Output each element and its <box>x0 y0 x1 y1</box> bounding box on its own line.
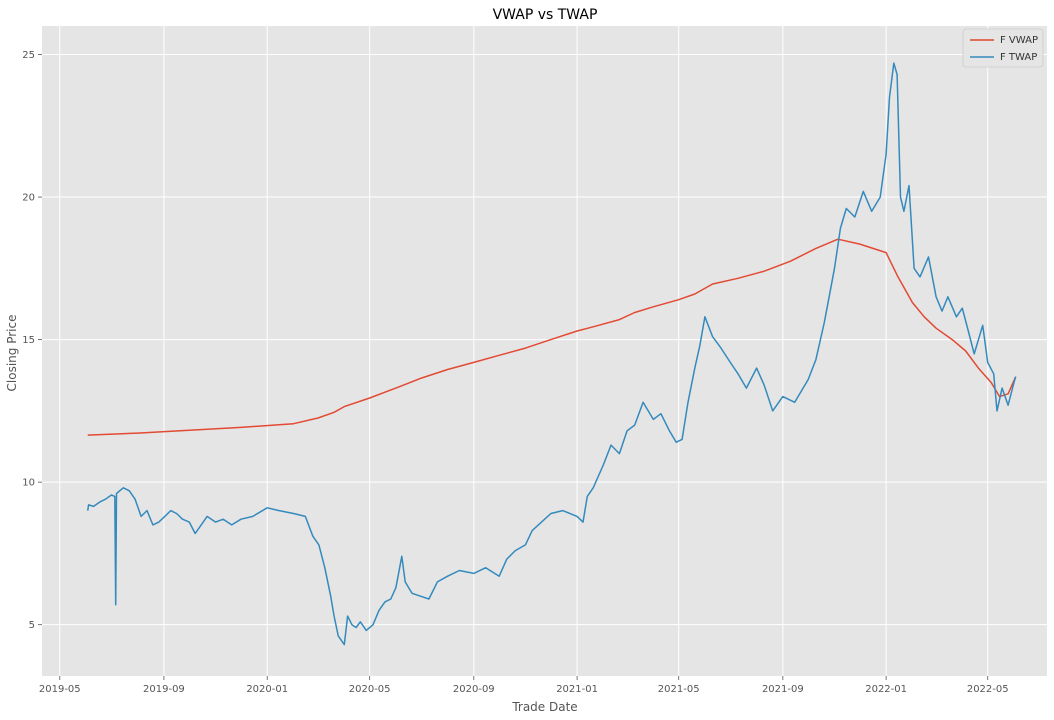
x-tick-label: 2021-09 <box>762 684 804 695</box>
y-tick-label: 25 <box>22 50 35 61</box>
x-tick-label: 2022-01 <box>865 684 907 695</box>
y-tick-label: 10 <box>22 478 35 489</box>
y-tick-label: 5 <box>29 620 35 631</box>
y-tick-label: 20 <box>22 193 35 204</box>
chart-title: VWAP vs TWAP <box>493 7 598 23</box>
x-tick-label: 2021-05 <box>658 684 700 695</box>
series-lines <box>86 62 1017 646</box>
x-tick-label: 2020-01 <box>246 684 288 695</box>
legend-label-twap: F TWAP <box>1000 52 1037 63</box>
y-tick-label: 15 <box>22 335 35 346</box>
y-axis-label: Closing Price <box>5 315 19 392</box>
x-tick-label: 2019-05 <box>39 684 81 695</box>
vwap-series-line <box>87 238 1017 436</box>
legend-label-vwap: F VWAP <box>1000 35 1038 46</box>
plot-background <box>42 26 1047 676</box>
x-tick-label: 2022-05 <box>967 684 1009 695</box>
twap-series-line <box>86 62 1017 646</box>
x-tick-label: 2020-09 <box>453 684 495 695</box>
legend: F VWAP F TWAP <box>962 28 1044 68</box>
x-tick-labels: 2019-05 2019-09 2020-01 2020-05 2020-09 2021-… <box>39 676 1009 695</box>
y-tick-labels: 5 10 15 20 25 <box>22 50 42 631</box>
x-tick-label: 2020-05 <box>349 684 391 695</box>
x-tick-label: 2019-09 <box>143 684 185 695</box>
x-tick-label: 2021-01 <box>556 684 598 695</box>
x-axis-label: Trade Date <box>511 700 577 714</box>
watermark-text: CSDN @卖山楂啦prss <box>876 691 1040 710</box>
